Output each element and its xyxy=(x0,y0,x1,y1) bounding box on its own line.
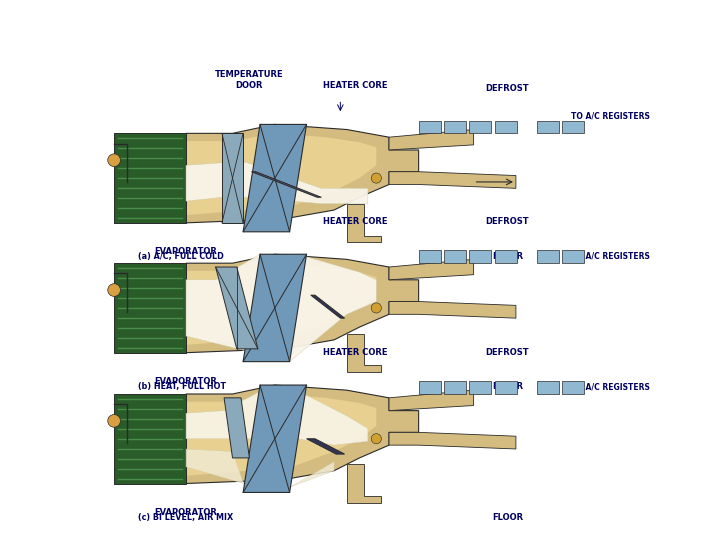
Bar xyxy=(418,251,441,263)
Polygon shape xyxy=(389,390,474,410)
Polygon shape xyxy=(389,301,516,318)
Bar xyxy=(537,120,559,133)
Circle shape xyxy=(372,173,382,183)
Text: (a) A/C, FULL COLD: (a) A/C, FULL COLD xyxy=(138,252,223,261)
Bar xyxy=(562,251,585,263)
Polygon shape xyxy=(347,464,381,503)
Bar xyxy=(418,120,441,133)
Bar xyxy=(495,120,517,133)
Polygon shape xyxy=(222,133,243,223)
Bar xyxy=(537,381,559,394)
Polygon shape xyxy=(307,438,345,454)
Bar xyxy=(444,251,466,263)
Text: TO A/C REGISTERS: TO A/C REGISTERS xyxy=(572,382,650,391)
Polygon shape xyxy=(243,385,307,492)
Bar xyxy=(418,381,441,394)
Polygon shape xyxy=(186,124,418,223)
Polygon shape xyxy=(186,392,368,445)
Polygon shape xyxy=(243,124,307,232)
Polygon shape xyxy=(186,263,377,345)
Polygon shape xyxy=(243,254,307,362)
Text: TO A/C REGISTERS: TO A/C REGISTERS xyxy=(572,112,650,120)
Polygon shape xyxy=(186,254,418,353)
Text: DEFROST: DEFROST xyxy=(486,84,529,92)
Circle shape xyxy=(372,303,382,313)
Text: FLOOR: FLOOR xyxy=(492,382,523,391)
Text: TO A/C REGISTERS: TO A/C REGISTERS xyxy=(572,251,650,260)
Bar xyxy=(469,251,491,263)
Bar xyxy=(562,120,585,133)
Polygon shape xyxy=(114,133,186,223)
Bar xyxy=(495,381,517,394)
Polygon shape xyxy=(186,394,377,476)
Text: HEATER CORE: HEATER CORE xyxy=(323,348,387,357)
Polygon shape xyxy=(186,133,377,215)
Text: FLOOR: FLOOR xyxy=(492,512,523,522)
Circle shape xyxy=(372,434,382,444)
Bar xyxy=(562,381,585,394)
Polygon shape xyxy=(251,172,321,197)
Bar xyxy=(444,120,466,133)
Text: FLOOR: FLOOR xyxy=(492,252,523,261)
Text: EVAPORATOR: EVAPORATOR xyxy=(155,247,217,256)
Text: HEATER CORE: HEATER CORE xyxy=(323,217,387,226)
Polygon shape xyxy=(347,334,381,372)
Polygon shape xyxy=(186,449,334,492)
Text: DEFROST: DEFROST xyxy=(486,217,529,226)
Text: (c) BI LEVEL, AIR MIX: (c) BI LEVEL, AIR MIX xyxy=(138,512,233,522)
Text: HEATER CORE: HEATER CORE xyxy=(323,80,387,90)
Polygon shape xyxy=(186,163,368,204)
Polygon shape xyxy=(186,254,377,362)
Text: DEFROST: DEFROST xyxy=(486,348,529,357)
Bar xyxy=(469,381,491,394)
Bar xyxy=(537,251,559,263)
Polygon shape xyxy=(389,130,474,150)
Text: EVAPORATOR: EVAPORATOR xyxy=(155,377,217,386)
Bar xyxy=(495,251,517,263)
Circle shape xyxy=(108,284,120,296)
Polygon shape xyxy=(389,259,474,280)
Bar xyxy=(444,381,466,394)
Polygon shape xyxy=(114,263,186,353)
Text: (b) HEAT, FULL HOT: (b) HEAT, FULL HOT xyxy=(138,382,225,391)
Circle shape xyxy=(108,415,120,427)
Text: PEARSON: PEARSON xyxy=(578,512,711,536)
Circle shape xyxy=(108,154,120,166)
Polygon shape xyxy=(347,204,381,242)
Polygon shape xyxy=(224,398,249,458)
Text: Copyright © 2018  2015  2011 Pearson Education, Inc. All Rights Reserved: Copyright © 2018 2015 2011 Pearson Educa… xyxy=(9,519,374,529)
Text: EVAPORATOR: EVAPORATOR xyxy=(155,508,217,517)
Polygon shape xyxy=(311,295,345,318)
Text: FIGURE 6–12  (a) The temperature and mode doors swing to direct
all of the cool : FIGURE 6–12 (a) The temperature and mode… xyxy=(13,11,690,80)
Bar xyxy=(469,120,491,133)
Polygon shape xyxy=(389,172,516,188)
Polygon shape xyxy=(114,394,186,483)
Polygon shape xyxy=(389,433,516,449)
Text: TEMPERATURE
DOOR: TEMPERATURE DOOR xyxy=(215,70,283,90)
Polygon shape xyxy=(186,385,418,483)
Polygon shape xyxy=(215,267,258,349)
